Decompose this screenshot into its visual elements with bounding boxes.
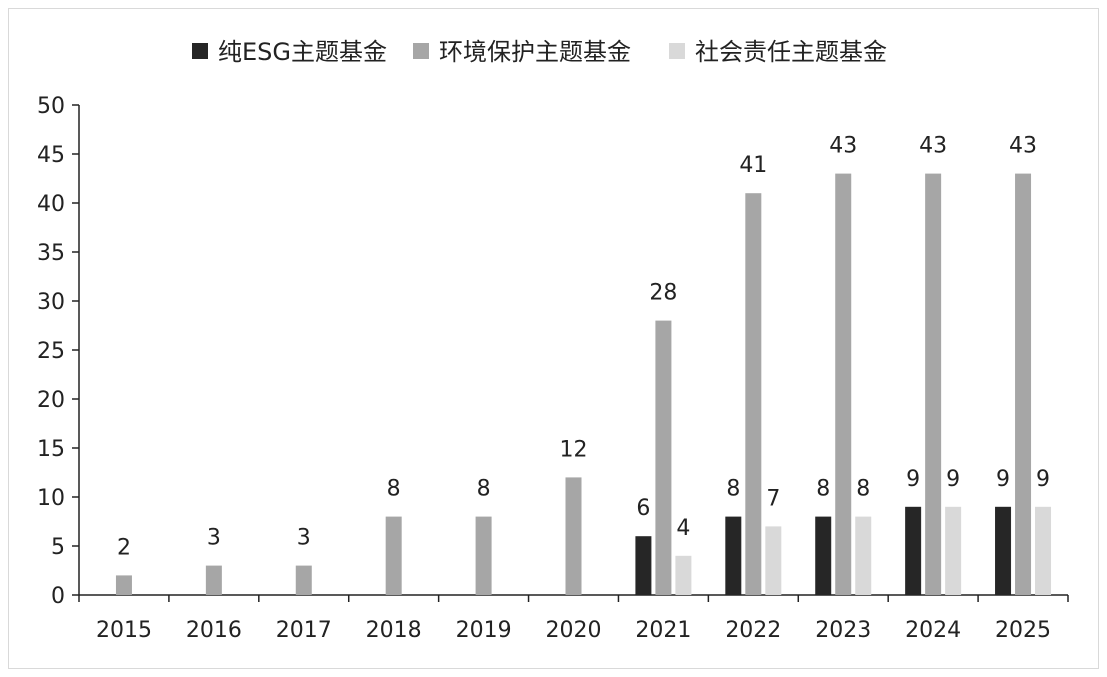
bar-2021-series-1 bbox=[635, 536, 652, 595]
bar-2020-series-2 bbox=[565, 477, 582, 595]
bars bbox=[115, 173, 1052, 595]
data-label-2023-series-2: 43 bbox=[829, 134, 857, 159]
data-label-2018-series-2: 8 bbox=[387, 477, 401, 502]
y-tick-label: 0 bbox=[51, 584, 65, 609]
legend-label-1: 纯ESG主题基金 bbox=[218, 38, 387, 66]
y-tick-label: 30 bbox=[37, 290, 65, 315]
y-tick-label: 35 bbox=[37, 241, 65, 266]
bar-2019-series-2 bbox=[475, 516, 492, 595]
data-label-2015-series-2: 2 bbox=[117, 535, 131, 560]
bar-2022-series-1 bbox=[725, 516, 742, 595]
data-label-2025-series-2: 43 bbox=[1009, 134, 1037, 159]
bar-2025-series-2 bbox=[1015, 173, 1032, 595]
bar-2022-series-2 bbox=[745, 193, 762, 595]
data-label-2022-series-1: 8 bbox=[726, 477, 740, 502]
x-tick-label: 2015 bbox=[96, 618, 152, 643]
data-label-2024-series-3: 9 bbox=[946, 467, 960, 492]
legend-label-3: 社会责任主题基金 bbox=[695, 38, 887, 66]
y-axis: 0 5 10 15 20 25 30 35 40 45 50 bbox=[37, 94, 80, 609]
y-tick-label: 45 bbox=[37, 143, 65, 168]
bar-2021-series-3 bbox=[675, 555, 692, 595]
x-axis: 2015 2016 2017 2018 2019 2020 2021 2022 2023 2024… bbox=[78, 594, 1069, 643]
data-label-2016-series-2: 3 bbox=[207, 526, 221, 551]
y-tick-label: 15 bbox=[37, 437, 65, 462]
y-tick-label: 40 bbox=[37, 192, 65, 217]
bar-2016-series-2 bbox=[205, 565, 222, 595]
bar-2023-series-2 bbox=[835, 173, 852, 595]
data-label-2023-series-1: 8 bbox=[816, 477, 830, 502]
x-tick-label: 2021 bbox=[635, 618, 691, 643]
bar-2018-series-2 bbox=[385, 516, 402, 595]
legend-label-2: 环境保护主题基金 bbox=[439, 38, 631, 66]
x-tick-label: 2023 bbox=[815, 618, 871, 643]
x-tick-label: 2024 bbox=[905, 618, 961, 643]
bar-2024-series-2 bbox=[925, 173, 942, 595]
data-label-2021-series-3: 4 bbox=[676, 516, 690, 541]
legend-swatch-3 bbox=[669, 43, 685, 59]
legend: 纯ESG主题基金 环境保护主题基金 社会责任主题基金 bbox=[192, 38, 887, 66]
data-label-2024-series-1: 9 bbox=[906, 467, 920, 492]
data-label-2021-series-2: 28 bbox=[649, 281, 677, 306]
data-label-2021-series-1: 6 bbox=[636, 496, 650, 521]
y-tick-label: 5 bbox=[51, 535, 65, 560]
y-tick-label: 50 bbox=[37, 94, 65, 119]
bar-2021-series-2 bbox=[655, 320, 672, 595]
bar-2015-series-2 bbox=[115, 575, 132, 595]
x-tick-label: 2025 bbox=[995, 618, 1051, 643]
x-tick-label: 2019 bbox=[456, 618, 512, 643]
data-label-2025-series-1: 9 bbox=[996, 467, 1010, 492]
data-label-2025-series-3: 9 bbox=[1036, 467, 1050, 492]
legend-swatch-1 bbox=[192, 43, 208, 59]
y-tick-label: 10 bbox=[37, 486, 65, 511]
bar-2025-series-3 bbox=[1035, 506, 1052, 595]
bar-2017-series-2 bbox=[295, 565, 312, 595]
data-label-2022-series-2: 41 bbox=[739, 153, 767, 178]
bar-2023-series-3 bbox=[855, 516, 872, 595]
x-tick-label: 2022 bbox=[725, 618, 781, 643]
data-label-2017-series-2: 3 bbox=[297, 526, 311, 551]
x-tick-label: 2017 bbox=[276, 618, 332, 643]
bar-2024-series-1 bbox=[905, 506, 922, 595]
x-tick-label: 2018 bbox=[366, 618, 422, 643]
data-label-2022-series-3: 7 bbox=[766, 486, 780, 511]
x-tick-label: 2016 bbox=[186, 618, 242, 643]
legend-swatch-2 bbox=[413, 43, 429, 59]
y-tick-label: 25 bbox=[37, 339, 65, 364]
bar-2023-series-1 bbox=[815, 516, 832, 595]
bar-2022-series-3 bbox=[765, 526, 782, 595]
y-tick-label: 20 bbox=[37, 388, 65, 413]
data-label-2020-series-2: 12 bbox=[560, 437, 588, 462]
data-label-2023-series-3: 8 bbox=[856, 477, 870, 502]
data-label-2024-series-2: 43 bbox=[919, 134, 947, 159]
data-label-2019-series-2: 8 bbox=[477, 477, 491, 502]
bar-2025-series-1 bbox=[995, 506, 1012, 595]
bar-2024-series-3 bbox=[945, 506, 962, 595]
x-tick-label: 2020 bbox=[546, 618, 602, 643]
